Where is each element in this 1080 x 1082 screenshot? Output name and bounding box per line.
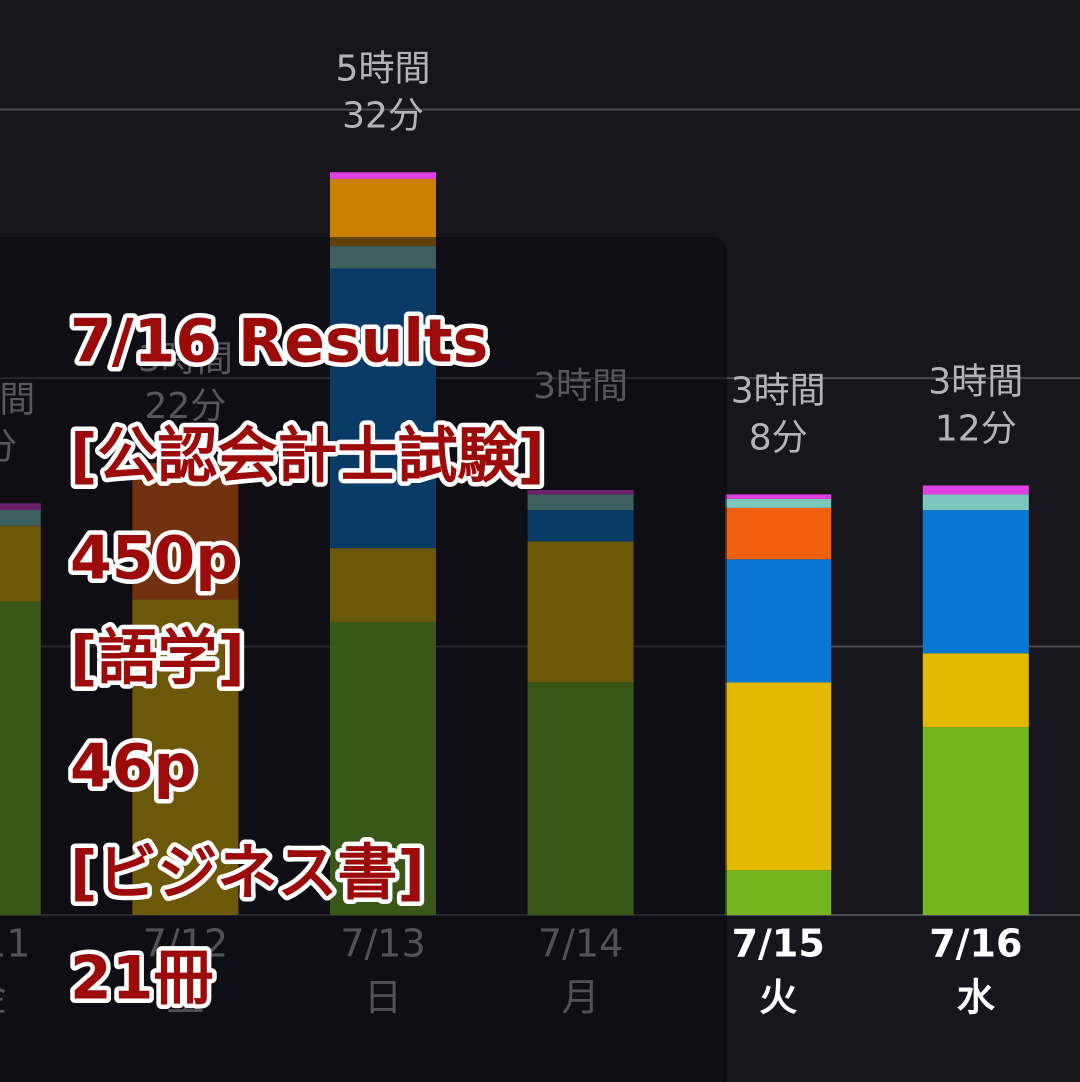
bar-segment — [922, 727, 1029, 915]
bar-segment — [725, 559, 832, 683]
annotation: 46p — [70, 732, 196, 802]
total-label: 3時間 — [928, 361, 1023, 402]
bar-segment — [922, 653, 1029, 728]
bar-segment — [922, 510, 1029, 654]
x-tick-label: 7/15 — [732, 922, 825, 966]
annotation: 7/16 Results — [70, 307, 488, 377]
total-label: 8分 — [749, 417, 808, 458]
bar-segment — [922, 485, 1029, 495]
total-label: 5時間 — [336, 48, 431, 89]
annotation: [公認会計士試験] — [70, 422, 545, 492]
bar-segment — [330, 172, 436, 179]
bar-segment — [725, 498, 832, 508]
annotation: [ビジネス書] — [70, 839, 425, 909]
total-label: 3時間 — [731, 370, 826, 411]
bar-segment — [725, 494, 832, 499]
weekday-label: 水 — [957, 976, 996, 1020]
x-tick-label: 7/16 — [929, 922, 1022, 966]
total-label: 32分 — [342, 95, 424, 136]
annotations: 7/16 Results [公認会計士試験] 450p [語学] 46p [ビジネス書] 2… — [66, 302, 550, 1018]
annotation: [語学] — [70, 624, 245, 694]
total-label: 12分 — [935, 408, 1017, 449]
bar-segment — [922, 494, 1029, 511]
annotation: 21冊 — [70, 944, 214, 1014]
bar-segment — [725, 682, 832, 871]
annotation: 450p — [70, 524, 238, 594]
bar-segment — [725, 507, 832, 560]
bar-segment — [330, 178, 436, 247]
bar-segment — [725, 870, 832, 915]
weekday-label: 火 — [759, 976, 797, 1020]
overlay-panel — [0, 237, 727, 1082]
